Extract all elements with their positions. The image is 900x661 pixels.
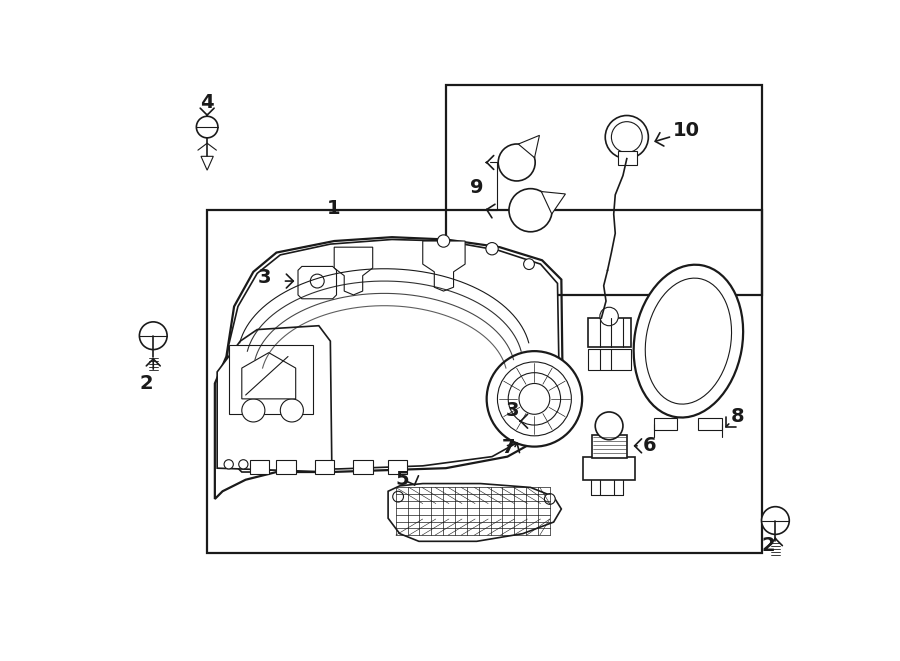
Polygon shape [388, 484, 562, 541]
Bar [653, 418, 677, 430]
Polygon shape [217, 326, 332, 472]
Circle shape [238, 459, 248, 469]
Text: 7: 7 [502, 438, 516, 457]
Circle shape [310, 274, 324, 288]
Circle shape [486, 243, 499, 255]
Bar [698, 418, 722, 430]
Bar [589, 349, 631, 370]
Ellipse shape [634, 264, 743, 418]
Circle shape [140, 322, 167, 350]
Polygon shape [298, 266, 337, 299]
Circle shape [761, 507, 789, 534]
Circle shape [392, 491, 403, 502]
Polygon shape [222, 239, 559, 472]
Text: 8: 8 [731, 407, 744, 426]
Circle shape [519, 383, 550, 414]
Circle shape [280, 399, 303, 422]
Bar [617, 151, 637, 165]
Polygon shape [518, 136, 539, 158]
Text: 3: 3 [506, 401, 519, 420]
Circle shape [196, 116, 218, 138]
Circle shape [242, 399, 265, 422]
Bar [583, 457, 635, 480]
Bar [249, 461, 269, 475]
Bar [276, 461, 296, 475]
Circle shape [524, 258, 535, 270]
Text: 6: 6 [643, 436, 657, 455]
Circle shape [499, 144, 536, 181]
Circle shape [531, 414, 545, 428]
Polygon shape [242, 353, 296, 399]
Circle shape [605, 116, 648, 159]
Text: 4: 4 [201, 93, 214, 112]
Ellipse shape [645, 278, 732, 404]
Circle shape [544, 494, 555, 504]
Text: 10: 10 [673, 122, 700, 140]
Circle shape [224, 459, 233, 469]
Text: 1: 1 [327, 199, 340, 218]
Bar [446, 85, 761, 295]
Text: 9: 9 [471, 178, 484, 196]
Bar [315, 461, 334, 475]
Text: 3: 3 [257, 268, 271, 288]
Bar [589, 318, 631, 347]
Circle shape [595, 412, 623, 440]
Polygon shape [201, 156, 213, 170]
Circle shape [437, 235, 450, 247]
Polygon shape [423, 241, 465, 291]
Circle shape [498, 362, 572, 436]
Polygon shape [334, 247, 373, 295]
Bar [388, 461, 408, 475]
Circle shape [509, 188, 552, 232]
Bar [229, 345, 313, 414]
Text: 2: 2 [761, 537, 775, 555]
Text: 2: 2 [140, 374, 153, 393]
Circle shape [611, 122, 643, 153]
Bar [207, 210, 761, 553]
Circle shape [487, 351, 582, 447]
Polygon shape [541, 192, 565, 214]
Bar [592, 435, 626, 458]
Polygon shape [519, 407, 557, 439]
Bar [354, 461, 373, 475]
Text: 5: 5 [396, 470, 410, 489]
Circle shape [508, 373, 561, 425]
Circle shape [599, 307, 618, 326]
